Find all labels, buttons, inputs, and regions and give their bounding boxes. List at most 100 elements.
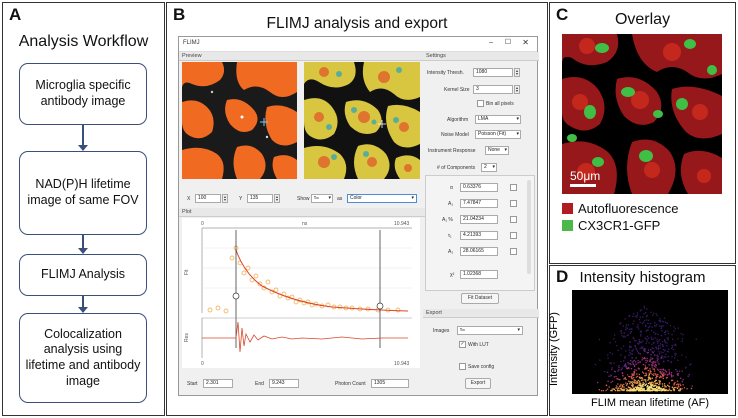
fit-dataset-button[interactable]: Fit Dataset: [461, 293, 499, 304]
histogram-point: [631, 373, 633, 375]
x-input[interactable]: 100: [195, 194, 221, 203]
histogram-point: [661, 388, 663, 390]
histogram-point: [621, 372, 623, 374]
histogram-point: [640, 309, 643, 311]
histogram-point: [632, 313, 635, 315]
close-icon[interactable]: ✕: [522, 38, 529, 47]
histogram-point: [656, 357, 658, 359]
histogram-point: [650, 329, 653, 332]
noise-model-select[interactable]: Poisson (Fit) ▾: [475, 130, 521, 139]
start-input[interactable]: 2.301: [203, 379, 233, 388]
y-spinner[interactable]: ▴ ▾: [274, 194, 280, 203]
histogram-point: [623, 336, 625, 338]
with-lut-label: With LUT: [468, 342, 489, 348]
show-select[interactable]: τₘ ▾: [311, 194, 333, 203]
histogram-point: [621, 332, 623, 334]
histogram-point: [667, 384, 669, 386]
histogram-point: [666, 345, 668, 347]
histogram-point: [657, 375, 659, 377]
histogram-point: [661, 341, 663, 343]
param-fix-checkbox[interactable]: [510, 184, 517, 191]
histogram-point: [633, 388, 635, 390]
histogram-point: [631, 376, 633, 379]
histogram-point: [650, 372, 652, 374]
param-fix-checkbox[interactable]: [510, 200, 517, 207]
histogram-point: [628, 349, 630, 351]
histogram-point: [671, 356, 673, 358]
maximize-icon[interactable]: ☐: [504, 39, 511, 46]
histogram-point: [657, 345, 660, 347]
y-input[interactable]: 135: [247, 194, 273, 203]
histogram-point: [675, 384, 678, 386]
y-axis-label: Intensity (GFP): [548, 312, 560, 386]
intensity-thresh-input[interactable]: 1080: [473, 68, 513, 77]
components-label: # of Components: [437, 165, 476, 171]
histogram-point: [660, 335, 663, 337]
histogram-point: [623, 388, 625, 390]
param-fix-checkbox[interactable]: [510, 248, 517, 255]
x-spinner[interactable]: ▴ ▾: [222, 194, 228, 203]
histogram-point: [655, 388, 657, 390]
histogram-point: [655, 383, 657, 385]
param-fix-checkbox[interactable]: [510, 232, 517, 239]
photon-count-label: Photon Count: [335, 381, 366, 387]
histogram-point: [650, 354, 652, 356]
histogram-point: [677, 359, 679, 361]
bin-all-pixels-checkbox[interactable]: [477, 100, 484, 107]
param-fix-checkbox[interactable]: [510, 216, 517, 223]
histogram-point: [650, 389, 652, 392]
histogram-point: [631, 361, 633, 363]
histogram-point: [646, 388, 648, 390]
histogram-point: [646, 314, 648, 317]
histogram-point: [622, 374, 624, 377]
save-config-checkbox[interactable]: [459, 363, 466, 370]
params-scrollbar[interactable]: [527, 180, 531, 274]
histogram-point: [630, 368, 633, 370]
histogram-point: [656, 314, 658, 317]
param-value[interactable]: 21.04234: [460, 215, 498, 224]
as-select[interactable]: Color ▾: [347, 194, 417, 203]
histogram-point: [658, 385, 660, 388]
histogram-point: [632, 337, 634, 339]
instrument-response-select[interactable]: None ▾: [485, 146, 509, 155]
histogram-point: [636, 312, 639, 314]
histogram-point: [637, 352, 640, 354]
histogram-point: [657, 342, 659, 344]
histogram-point: [685, 356, 687, 358]
minimize-icon[interactable]: –: [489, 39, 493, 46]
histogram-point: [639, 361, 641, 363]
histogram-point: [634, 365, 636, 368]
kernel-size-input[interactable]: 3: [473, 85, 513, 94]
param-value[interactable]: 28.06165: [460, 247, 498, 256]
histogram-point: [594, 363, 597, 366]
images-select[interactable]: τₘ ▾: [457, 326, 523, 335]
histogram-point: [636, 348, 638, 351]
histogram-point: [635, 340, 637, 342]
workflow-step-4: Colocalization analysis using lifetime a…: [19, 313, 147, 403]
histogram-point: [653, 389, 655, 391]
histogram-point: [662, 376, 664, 378]
histogram-point: [667, 337, 669, 339]
intensity-thresh-spinner[interactable]: ▴ ▾: [514, 68, 520, 77]
end-input[interactable]: 9.243: [269, 379, 299, 388]
with-lut-checkbox[interactable]: ✓: [459, 341, 466, 348]
algorithm-select[interactable]: LMA ▾: [475, 115, 521, 124]
histogram-point: [675, 344, 677, 347]
param-value[interactable]: 0.63376: [460, 183, 498, 192]
histogram-point: [649, 360, 651, 363]
param-value[interactable]: 7.47847: [460, 199, 498, 208]
histogram-point: [645, 374, 648, 376]
param-value[interactable]: 4.21393: [460, 231, 498, 240]
histogram-point: [656, 385, 658, 388]
kernel-size-spinner[interactable]: ▴ ▾: [514, 85, 520, 94]
chi-squared-value: 1.02368: [460, 270, 498, 279]
components-select[interactable]: 2 ▾: [481, 163, 497, 172]
histogram-point: [659, 368, 661, 371]
histogram-point: [628, 363, 630, 365]
export-button[interactable]: Export: [465, 378, 491, 389]
histogram-point: [637, 389, 639, 391]
histogram-point: [618, 365, 620, 367]
histogram-point: [637, 342, 639, 345]
histogram-point: [665, 371, 667, 373]
histogram-point: [652, 384, 654, 386]
